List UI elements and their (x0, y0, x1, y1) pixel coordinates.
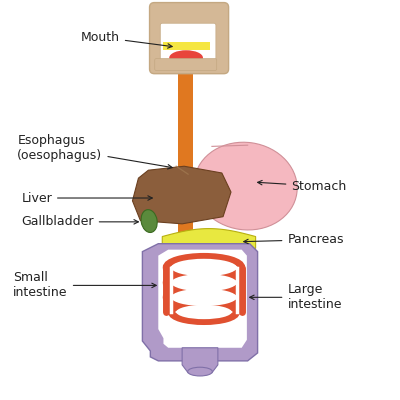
Ellipse shape (169, 50, 203, 65)
Text: Pancreas: Pancreas (244, 233, 344, 246)
Text: Mouth: Mouth (81, 31, 172, 48)
Text: Liver: Liver (21, 192, 152, 204)
Ellipse shape (194, 142, 297, 230)
Bar (178, 61, 193, 260)
Ellipse shape (171, 274, 237, 291)
Ellipse shape (188, 367, 212, 376)
Text: Esophagus
(oesophagus): Esophagus (oesophagus) (17, 134, 172, 169)
FancyBboxPatch shape (150, 2, 229, 74)
Ellipse shape (176, 305, 232, 319)
Text: Gallbladder: Gallbladder (21, 215, 138, 228)
Polygon shape (142, 244, 258, 361)
Polygon shape (162, 229, 256, 248)
FancyBboxPatch shape (160, 23, 216, 63)
Text: Large
intestine: Large intestine (250, 283, 342, 311)
Bar (164, 42, 210, 50)
Polygon shape (132, 166, 231, 224)
FancyBboxPatch shape (155, 58, 217, 70)
Text: Small
intestine: Small intestine (13, 272, 156, 300)
Polygon shape (158, 250, 247, 348)
Ellipse shape (141, 210, 157, 232)
Ellipse shape (171, 259, 237, 276)
Ellipse shape (171, 288, 237, 306)
Polygon shape (182, 348, 218, 373)
Text: Stomach: Stomach (258, 180, 347, 192)
